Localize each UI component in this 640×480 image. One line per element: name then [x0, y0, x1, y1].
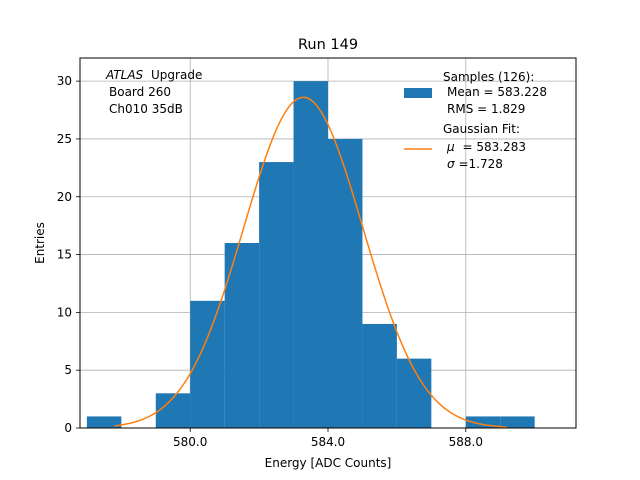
svg-text:ATLAS Upgrade: ATLAS Upgrade — [105, 68, 202, 82]
histogram-bar-3 — [224, 243, 260, 428]
gaussian-fit-curve — [114, 96, 508, 428]
y-tick-label-5: 25 — [57, 132, 72, 146]
histogram-bar-0 — [86, 416, 122, 428]
legend: Samples (126): Mean = 583.228 RMS = 1.82… — [404, 70, 547, 171]
legend-samples-mean: Mean = 583.228 — [447, 85, 547, 99]
y-tick-label-4: 20 — [57, 190, 72, 204]
annotation-line-3: Ch010 35dB — [109, 102, 183, 116]
histogram-bar-9 — [465, 416, 501, 428]
y-tick-label-6: 30 — [57, 74, 72, 88]
y-axis-ticks: 0 5 10 15 20 25 30 — [57, 74, 80, 435]
y-axis-label: Entries — [33, 222, 47, 264]
atlas-annotation: ATLAS Upgrade Board 260 Ch010 35dB — [105, 68, 202, 116]
histogram-bars — [86, 81, 535, 428]
x-tick-label-2: 588.0 — [449, 435, 483, 449]
histogram-bar-5 — [293, 81, 328, 428]
y-tick-label-2: 10 — [57, 305, 72, 319]
x-axis-label: Energy [ADC Counts] — [265, 456, 392, 470]
histogram-bar-1 — [155, 393, 191, 428]
legend-mu-symbol: μ — [446, 140, 455, 154]
histogram-bar-4 — [259, 162, 294, 428]
svg-text:μ = 583.283: μ = 583.283 — [446, 140, 526, 154]
gaussian-fit-layer — [114, 96, 508, 428]
svg-text:σ =1.728: σ =1.728 — [447, 157, 503, 171]
annotation-line-1: Upgrade — [151, 68, 202, 82]
legend-fit-title: Gaussian Fit: — [443, 122, 520, 136]
x-axis-ticks: 580.0 584.0 588.0 — [173, 428, 483, 449]
chart-title: Run 149 — [298, 37, 358, 53]
histogram-bar-6 — [328, 138, 363, 428]
legend-fit-sigma: =1.728 — [458, 157, 502, 171]
annotation-line-2: Board 260 — [109, 85, 171, 99]
legend-fit-mu: = 583.283 — [462, 140, 526, 154]
histogram-bar-10 — [500, 416, 535, 428]
legend-samples-title: Samples (126): — [443, 70, 534, 84]
x-tick-label-1: 584.0 — [311, 435, 345, 449]
x-tick-label-0: 580.0 — [173, 435, 207, 449]
legend-sigma-symbol: σ — [447, 157, 455, 171]
legend-swatch-samples — [404, 88, 432, 98]
atlas-italic-label: ATLAS — [105, 68, 144, 82]
y-tick-label-3: 15 — [57, 248, 72, 262]
histogram-bar-7 — [362, 323, 397, 428]
y-tick-label-1: 5 — [64, 363, 72, 377]
y-tick-label-0: 0 — [64, 421, 72, 435]
legend-samples-rms: RMS = 1.829 — [447, 102, 525, 116]
